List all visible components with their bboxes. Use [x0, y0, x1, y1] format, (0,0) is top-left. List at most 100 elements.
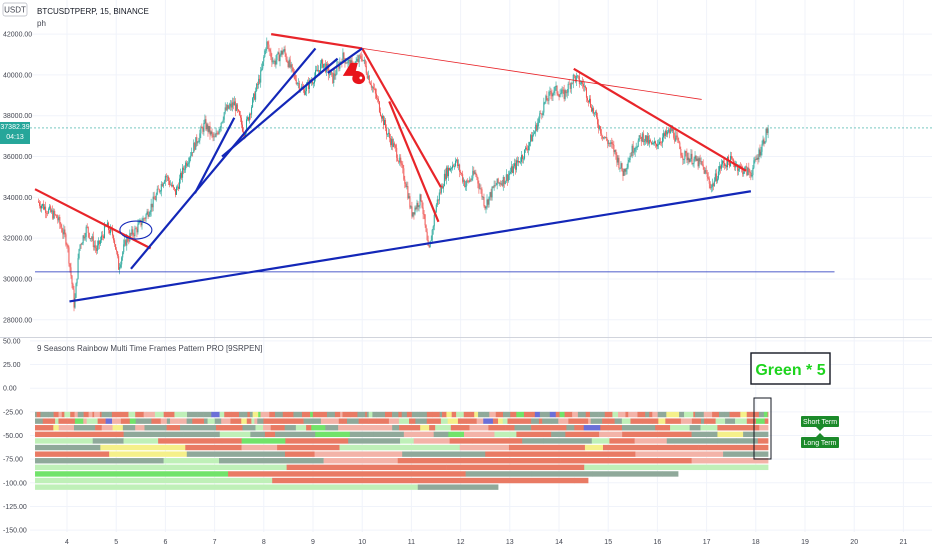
candle-body [512, 166, 514, 173]
candle-body [345, 62, 347, 64]
indicator-tick-label: -125.00 [3, 504, 27, 511]
candle-body [426, 231, 428, 241]
heatmap-cell [35, 411, 37, 418]
price-panel[interactable] [30, 33, 932, 312]
candle-body [103, 225, 105, 238]
heatmap-cell [221, 438, 242, 444]
candle-body [192, 152, 194, 153]
heatmap-cell [247, 411, 251, 418]
candle-body [748, 167, 750, 173]
candle-body [737, 164, 739, 171]
candle-body [361, 59, 363, 61]
candle-body [277, 52, 279, 54]
candle-body [190, 155, 192, 158]
heatmap-cell [295, 425, 307, 431]
candle-body [667, 131, 669, 135]
heatmap-cell [758, 411, 765, 418]
heatmap-cell [750, 411, 760, 418]
candle-body [113, 235, 115, 241]
heatmap-cell [516, 411, 525, 418]
price-axis-labels[interactable]: 42000.00 40000.00 38000.00 36000.00 34000.00… [3, 32, 32, 325]
heatmap-cell [97, 418, 106, 424]
candle-body [488, 196, 490, 205]
heatmap-cell [135, 425, 145, 431]
heatmap-cell [123, 438, 159, 444]
indicator-axis-labels[interactable]: 50.00 25.00 0.00 -25.00 -50.00 -75.00 -100.00 -… [3, 338, 27, 534]
heatmap-cell [272, 477, 575, 484]
heatmap-cell [465, 471, 533, 477]
candle-body [363, 59, 365, 61]
candle-body [369, 82, 371, 85]
candle-body [509, 172, 511, 174]
candle-body [718, 166, 720, 172]
candle-body [594, 112, 596, 114]
candle-body [80, 244, 82, 246]
candle-body [552, 93, 554, 97]
heatmap-cell [538, 418, 543, 424]
heatmap-cell [224, 411, 230, 418]
candle-body [485, 206, 487, 209]
candle-body [669, 129, 671, 134]
candle-body [453, 165, 455, 167]
candle-body [157, 188, 159, 190]
heatmap-cell [385, 411, 393, 418]
candle-body [257, 83, 259, 85]
candle-body [459, 164, 461, 172]
heatmap-cell [358, 425, 373, 431]
short-term-badge [801, 416, 839, 427]
candle-body [754, 159, 756, 161]
candle-body [343, 52, 345, 59]
candle-body [135, 228, 137, 230]
candle-body [446, 167, 448, 177]
heatmap-cell [723, 451, 769, 457]
heatmap-cell [400, 438, 415, 444]
candle-body [205, 119, 207, 130]
candle-body [407, 186, 409, 199]
candle-body [254, 93, 256, 100]
candle-body [475, 172, 477, 176]
heatmap-cell [649, 411, 653, 418]
candle-body [286, 59, 288, 63]
indicator-title[interactable]: 9 Seasons Rainbow Multi Time Frames Patt… [37, 344, 262, 353]
heatmap-cell [88, 411, 93, 418]
candle-body [704, 170, 706, 174]
currency-button[interactable] [2, 2, 28, 17]
candle-body [229, 103, 231, 107]
candle-body [528, 145, 530, 151]
heatmap-cell [306, 425, 312, 431]
heatmap-cell [415, 418, 428, 424]
candle-body [278, 52, 280, 62]
candle-body [559, 94, 561, 97]
candle-body [568, 83, 570, 85]
heatmap-cell [588, 418, 592, 424]
candle-body [576, 75, 578, 77]
heatmap-cell [58, 411, 63, 418]
heatmap-cell [74, 411, 79, 418]
heatmap-cell [197, 411, 204, 418]
candle-body [518, 161, 520, 163]
candle-body [694, 155, 696, 159]
heatmap-cell [599, 431, 623, 438]
candle-body [702, 164, 704, 167]
candle-body [537, 122, 539, 131]
heatmap-cell [564, 411, 573, 418]
heatmap-cell [546, 411, 551, 418]
candle-body [661, 142, 663, 144]
candle-body [493, 185, 495, 188]
candle-body [749, 172, 751, 173]
heatmap-cell [397, 458, 561, 464]
time-axis-labels[interactable]: 4 5 6 7 8 9 10 11 12 13 14 15 16 17 18 19 20 21 [65, 539, 907, 546]
candle-body [203, 122, 205, 132]
heatmap-cell [241, 444, 278, 451]
candle-body [85, 226, 87, 237]
candle-body [226, 104, 228, 111]
heatmap-cell [151, 418, 162, 424]
candle-body [566, 92, 568, 94]
candle-body [322, 59, 324, 68]
symbol-title[interactable]: BTCUSDTPERP, 15, BINANCE [37, 7, 149, 16]
price-badge-box [0, 121, 30, 144]
candle-body [100, 235, 102, 241]
candle-body [766, 128, 768, 134]
candle-body [551, 94, 553, 97]
candle-body [393, 143, 395, 147]
